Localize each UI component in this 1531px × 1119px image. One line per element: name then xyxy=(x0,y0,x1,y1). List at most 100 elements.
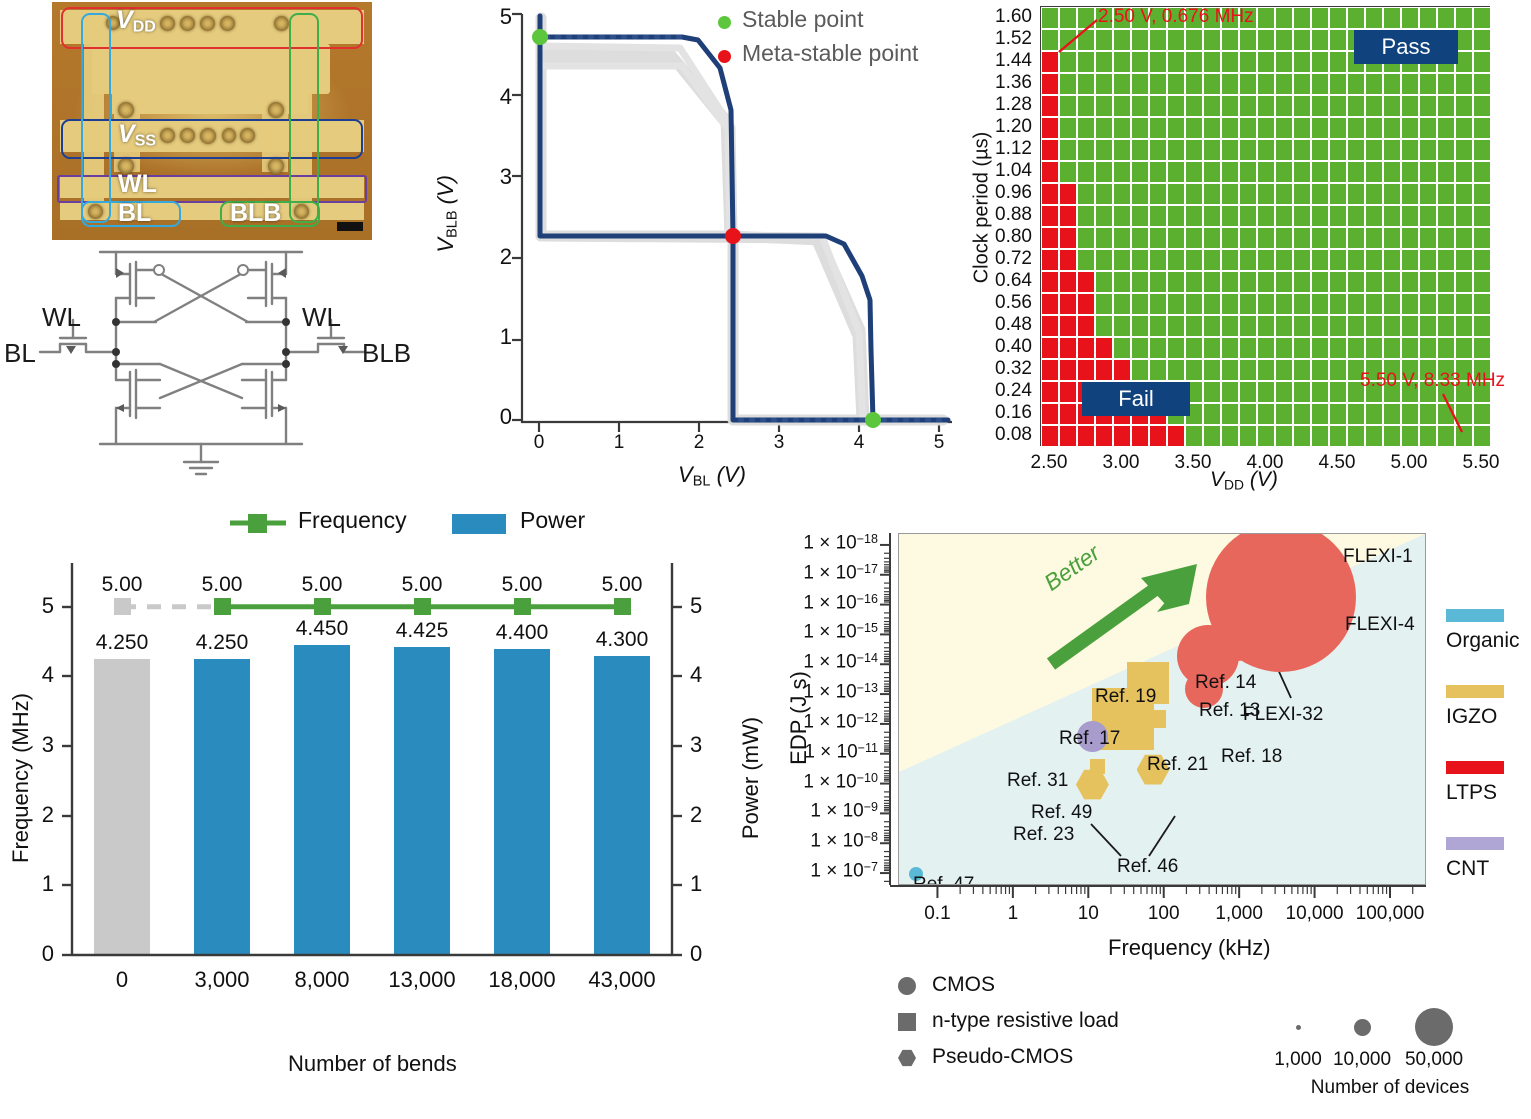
shmoo-cell-pass xyxy=(1401,249,1419,271)
shmoo-cell-pass xyxy=(1401,425,1419,447)
shmoo-cell-pass xyxy=(1293,249,1311,271)
frequency-marker xyxy=(413,598,431,616)
shmoo-cell-pass xyxy=(1329,29,1347,51)
shmoo-cell-pass xyxy=(1419,425,1437,447)
stable-point-marker-upper-left xyxy=(532,29,548,45)
shmoo-cell-pass xyxy=(1185,73,1203,95)
shmoo-cell-pass xyxy=(1257,337,1275,359)
shmoo-cell-pass xyxy=(1131,337,1149,359)
shmoo-cell-pass xyxy=(1473,117,1491,139)
shmoo-cell-pass xyxy=(1203,7,1221,29)
shmoo-cell-pass xyxy=(1257,403,1275,425)
shmoo-cell-pass xyxy=(1257,205,1275,227)
scatter-point-label: FLEXI-4 xyxy=(1345,614,1415,635)
shmoo-cell-pass xyxy=(1257,73,1275,95)
shmoo-cell-pass xyxy=(1239,161,1257,183)
shmoo-cell-pass xyxy=(1383,293,1401,315)
shmoo-cell-pass xyxy=(1077,227,1095,249)
frequency-value-label: 5.00 xyxy=(301,572,343,596)
shmoo-cell-pass xyxy=(1383,227,1401,249)
shmoo-cell-pass xyxy=(1455,249,1473,271)
legend-frequency-marker xyxy=(230,514,286,533)
shmoo-ytick: 1.04 xyxy=(995,160,1032,181)
shmoo-cell-pass xyxy=(1293,293,1311,315)
shmoo-cell-pass xyxy=(1239,403,1257,425)
shmoo-cell-pass xyxy=(1347,117,1365,139)
shmoo-cell-pass xyxy=(1167,315,1185,337)
shmoo-cell-pass xyxy=(1221,161,1239,183)
shmoo-cell-pass xyxy=(1185,7,1203,29)
shmoo-cell-pass xyxy=(1437,249,1455,271)
bf-ytick-4: 4 xyxy=(499,84,512,109)
shmoo-ytick: 1.20 xyxy=(995,116,1032,137)
shmoo-cell-pass xyxy=(1095,7,1113,29)
scatter-point-label: Ref. 17 xyxy=(1059,728,1121,749)
bar-xtick: 8,000 xyxy=(294,967,350,992)
shmoo-cell-pass xyxy=(1167,359,1185,381)
shmoo-cell-pass xyxy=(1239,293,1257,315)
shmoo-cell-pass xyxy=(1167,293,1185,315)
sram-6t-schematic: WL WL BL BLB xyxy=(4,246,411,484)
shmoo-cell-pass xyxy=(1293,337,1311,359)
shmoo-cell-pass xyxy=(1149,139,1167,161)
shmoo-xtick: 2.50 xyxy=(1030,452,1068,473)
shmoo-cell-pass xyxy=(1329,7,1347,29)
bar-y2tick: 1 xyxy=(690,871,703,897)
shmoo-cell-fail xyxy=(1041,161,1059,183)
shmoo-cell-pass xyxy=(1419,205,1437,227)
frequency-marker xyxy=(313,598,331,616)
shmoo-cell-pass xyxy=(1095,117,1113,139)
shmoo-cell-pass xyxy=(1329,425,1347,447)
shmoo-cell-pass xyxy=(1257,51,1275,73)
shmoo-cell-pass xyxy=(1203,315,1221,337)
shmoo-cell-pass xyxy=(1455,403,1473,425)
shmoo-cell-pass xyxy=(1167,271,1185,293)
shmoo-cell-pass xyxy=(1167,183,1185,205)
scatter-point-label: Ref. 31 xyxy=(1007,770,1069,791)
shmoo-cell-pass xyxy=(1455,161,1473,183)
shmoo-cell-pass xyxy=(1095,271,1113,293)
shmoo-ytick: 0.72 xyxy=(995,248,1032,269)
shmoo-cell-pass xyxy=(1203,227,1221,249)
sram-cell-micrograph: VDD VSS WL BL BLB xyxy=(52,2,372,240)
shmoo-cell-pass xyxy=(1275,425,1293,447)
frequency-value-label: 5.00 xyxy=(601,572,643,596)
shmoo-cell-pass xyxy=(1203,425,1221,447)
shmoo-cell-pass xyxy=(1203,183,1221,205)
shmoo-cell-pass xyxy=(1239,315,1257,337)
shmoo-cell-pass xyxy=(1329,381,1347,403)
shmoo-cell-pass xyxy=(1275,7,1293,29)
shmoo-cell-pass xyxy=(1365,205,1383,227)
shmoo-cell-pass xyxy=(1203,161,1221,183)
shmoo-cell-pass xyxy=(1455,73,1473,95)
shmoo-cell-pass xyxy=(1455,359,1473,381)
shmoo-cell-pass xyxy=(1473,7,1491,29)
shmoo-cell-pass xyxy=(1311,337,1329,359)
shmoo-cell-pass xyxy=(1329,117,1347,139)
shmoo-cell-pass xyxy=(1077,183,1095,205)
shmoo-cell-pass xyxy=(1401,227,1419,249)
shmoo-cell-pass xyxy=(1365,381,1383,403)
shmoo-cell-pass xyxy=(1149,337,1167,359)
scatter-point-label: Ref. 49 xyxy=(1031,802,1093,823)
shmoo-cell-pass xyxy=(1347,7,1365,29)
shmoo-cell-pass xyxy=(1239,425,1257,447)
shmoo-cell-pass xyxy=(1419,337,1437,359)
shmoo-cell-pass xyxy=(1185,359,1203,381)
shmoo-cell-pass xyxy=(1365,117,1383,139)
shmoo-cell-pass xyxy=(1239,359,1257,381)
shmoo-cell-pass xyxy=(1221,337,1239,359)
shmoo-cell-pass xyxy=(1185,227,1203,249)
shmoo-cell-pass xyxy=(1203,293,1221,315)
shmoo-cell-pass xyxy=(1347,205,1365,227)
schematic-svg xyxy=(38,250,366,476)
micrograph-label-bl: BL xyxy=(118,199,152,227)
via xyxy=(240,128,255,143)
via xyxy=(222,128,236,143)
shmoo-ytick: 0.80 xyxy=(995,226,1032,247)
shmoo-cell-pass xyxy=(1221,51,1239,73)
power-value-label: 4.400 xyxy=(495,620,549,644)
shmoo-cell-pass xyxy=(1311,403,1329,425)
shmoo-ytick: 0.56 xyxy=(995,292,1032,313)
shmoo-cell-pass xyxy=(1095,227,1113,249)
